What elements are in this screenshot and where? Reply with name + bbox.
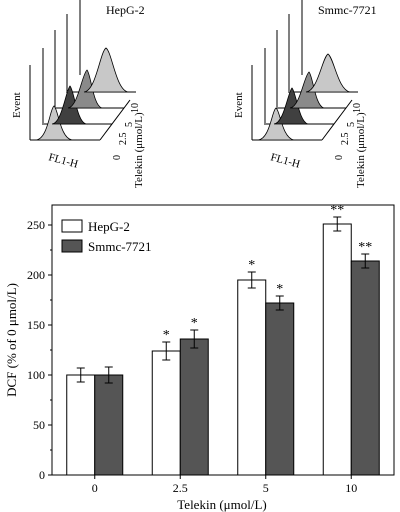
flow-panel-title: HepG-2 (106, 3, 145, 17)
y-tick-label: 150 (27, 318, 45, 332)
flow-z-tick: 10 (352, 103, 363, 113)
significance-marker: * (191, 316, 198, 331)
y-axis: 0 50 100 150 200 250 (27, 218, 52, 482)
flow-z-tick: 0 (334, 155, 345, 160)
y-tick-label: 50 (33, 418, 45, 432)
flow-z-label: Telekin (μmol/L) (133, 112, 145, 188)
flow-panel-title: Smmc-7721 (318, 3, 377, 17)
bar-hepg2-2.5 (151, 350, 181, 476)
flow-x-label: FL1-H (47, 151, 79, 170)
x-axis: 0 2.5 5 10 (92, 475, 357, 495)
flow-y-label: Event (233, 92, 245, 118)
bar-smmc7721-0 (94, 374, 124, 476)
flow-z-tick: 5 (346, 122, 357, 127)
x-tick-label: 2.5 (173, 481, 188, 495)
flow-y-label: Event (11, 92, 23, 118)
bar-hepg2-10 (322, 223, 352, 476)
legend-swatch-smmc7721 (61, 239, 83, 253)
histogram-5 (67, 69, 103, 109)
x-tick-label: 5 (263, 481, 269, 495)
significance-marker: ** (358, 240, 372, 255)
y-tick-label: 100 (27, 368, 45, 382)
legend-swatch-hepg2 (61, 219, 83, 233)
significance-marker: * (248, 258, 255, 273)
flow-axes (251, 0, 358, 141)
bar-smmc7721-2.5 (179, 338, 209, 476)
histogram-10 (83, 47, 129, 93)
legend-label-smmc7721: Smmc-7721 (88, 239, 152, 254)
flow-axes (29, 0, 136, 141)
significance-marker: * (163, 328, 170, 343)
significance-marker: ** (330, 203, 344, 218)
bar-smmc7721-5 (265, 302, 295, 476)
flow-histograms (35, 47, 129, 141)
flow-panel-hepg2: HepG-2 Event FL1-H Telekin (μmol/L) 0 2.… (11, 0, 145, 188)
plot-frame (51, 204, 395, 476)
bar-smmc7721-10 (350, 260, 380, 476)
flow-z-tick: 2.5 (340, 133, 351, 146)
flow-z-label: Telekin (μmol/L) (355, 112, 367, 188)
bars: ******** (66, 203, 380, 476)
y-axis-label: DCF (% of 0 μmol/L) (4, 283, 19, 397)
flow-panel-smmc7721: Smmc-7721 Event FL1-H Telekin (μmol/L) 0… (233, 0, 377, 188)
histogram-10 (305, 53, 351, 93)
x-axis-label: Telekin (μmol/L) (177, 497, 266, 512)
y-tick-label: 250 (27, 218, 45, 232)
x-tick-label: 10 (345, 481, 357, 495)
legend-label-hepg2: HepG-2 (88, 219, 130, 234)
y-tick-label: 200 (27, 268, 45, 282)
legend: HepG-2 Smmc-7721 (61, 219, 152, 254)
flow-z-tick: 5 (124, 122, 135, 127)
flow-x-label: FL1-H (269, 151, 301, 170)
flow-z-tick: 0 (112, 155, 123, 160)
histogram-2.5 (51, 85, 87, 125)
flow-z-tick: 2.5 (118, 133, 129, 146)
histogram-5 (289, 71, 325, 109)
x-tick-label: 0 (92, 481, 98, 495)
flow-z-tick: 10 (130, 103, 141, 113)
histogram-2.5 (273, 87, 309, 125)
significance-marker: * (276, 282, 283, 297)
bar-hepg2-5 (237, 279, 267, 476)
flow-histograms (257, 53, 351, 141)
y-tick-label: 0 (39, 468, 45, 482)
bar-hepg2-0 (66, 374, 96, 476)
